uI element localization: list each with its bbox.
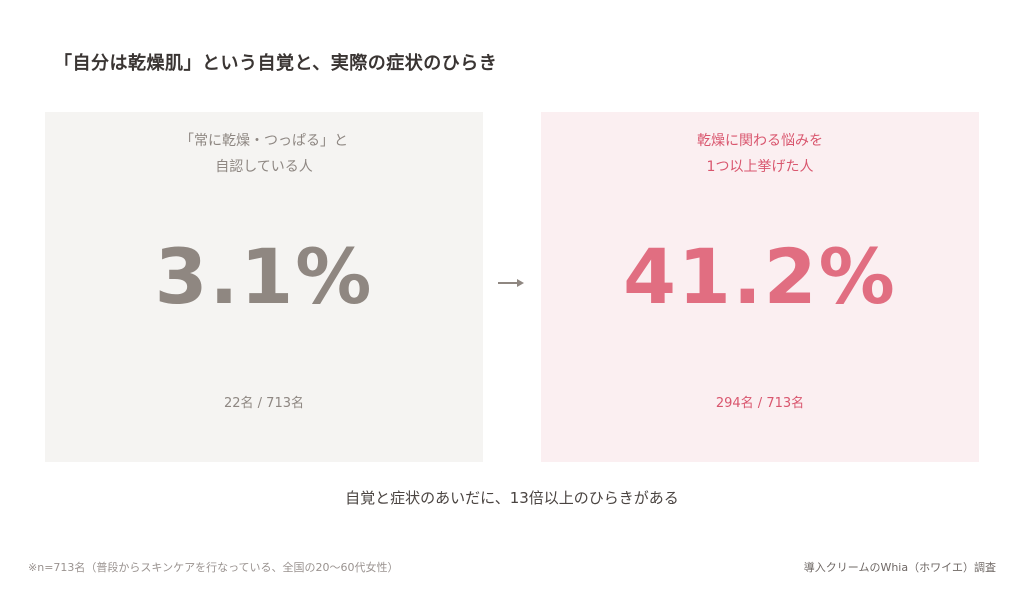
stat-value: 41.2%	[623, 232, 897, 321]
stat-label-line: 自認している人	[215, 159, 313, 175]
stat-value: 3.1%	[154, 232, 374, 321]
stat-label: 乾燥に関わる悩みを 1つ以上挙げた人	[541, 128, 979, 180]
stat-count: 294名 / 713名	[715, 396, 805, 411]
chart-title: 「自分は乾燥肌」という自覚と、実際の症状のひらき	[54, 53, 498, 74]
stat-panel-actual-symptoms: 乾燥に関わる悩みを 1つ以上挙げた人 41.2% 294名 / 713名	[541, 112, 979, 462]
stat-label-line: 1つ以上挙げた人	[706, 159, 814, 175]
source-credit: 導入クリームのWhia（ホワイエ）調査	[803, 561, 996, 574]
stat-count: 22名 / 713名	[224, 396, 304, 411]
stat-label-line: 乾燥に関わる悩みを	[697, 133, 823, 149]
arrow-right-icon	[498, 279, 524, 287]
stat-label-line: 「常に乾燥・つっぱる」と	[180, 133, 348, 149]
stat-panel-self-recognized: 「常に乾燥・つっぱる」と 自認している人 3.1% 22名 / 713名	[45, 112, 483, 462]
footnote: ※n=713名（普段からスキンケアを行なっている、全国の20〜60代女性）	[28, 561, 399, 574]
stat-label: 「常に乾燥・つっぱる」と 自認している人	[45, 128, 483, 180]
conclusion-text: 自覚と症状のあいだに、13倍以上のひらきがある	[345, 489, 679, 507]
